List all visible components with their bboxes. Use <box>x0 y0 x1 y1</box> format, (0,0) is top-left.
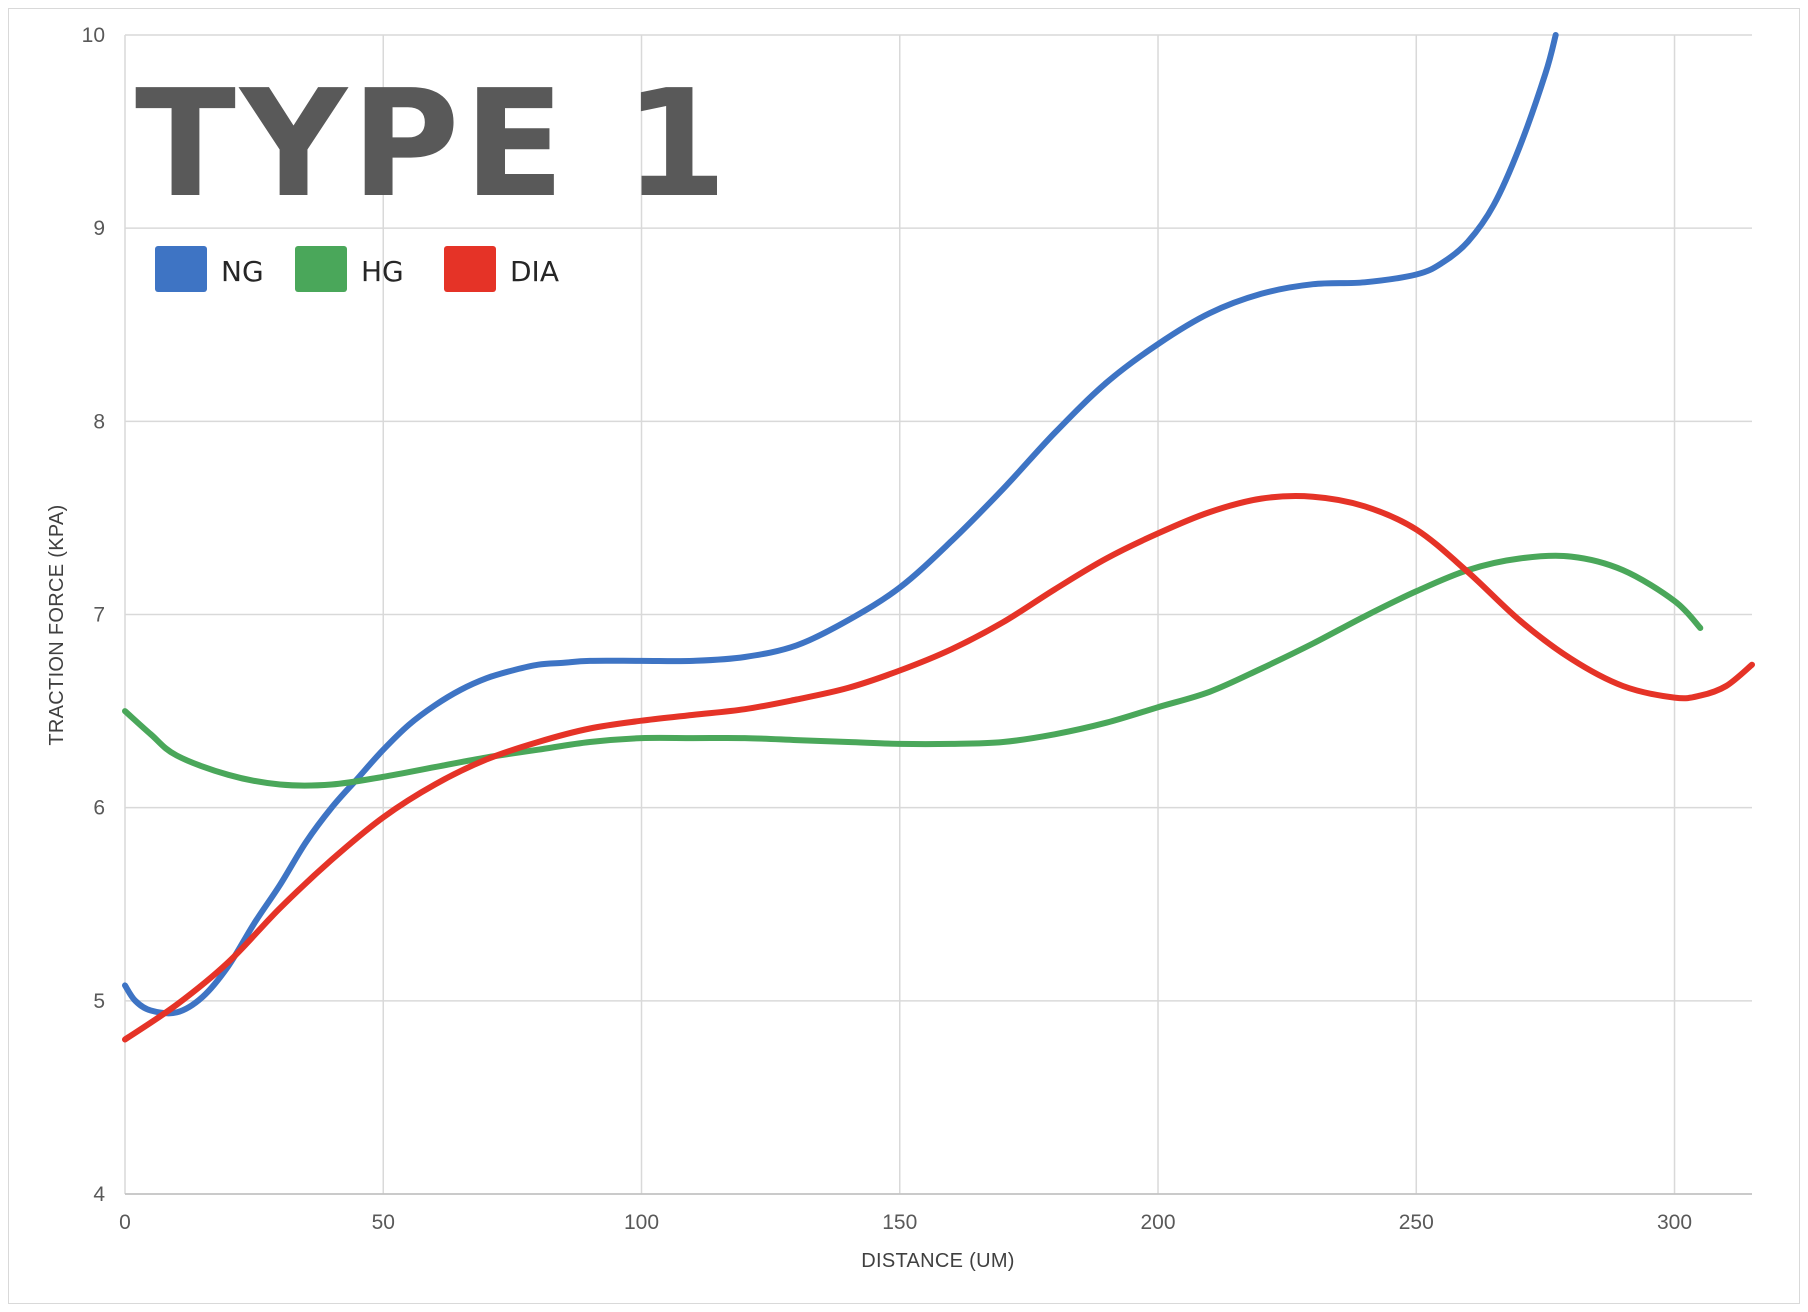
x-tick-label: 250 <box>1399 1211 1434 1234</box>
series-lines <box>122 32 1755 1043</box>
legend-label-ng: NG <box>221 255 264 288</box>
y-axis-title: TRACTION FORCE (KPA) <box>46 504 68 745</box>
y-tick-label: 5 <box>93 990 105 1013</box>
x-axis-title: DISTANCE (UM) <box>861 1250 1015 1272</box>
legend-label-dia: DIA <box>510 255 559 288</box>
x-tick-label: 50 <box>372 1211 395 1234</box>
y-tick-label: 8 <box>93 410 105 433</box>
chart-frame: 4 5 6 7 8 9 10 0 50 100 150 200 250 300 TYPE 1 NG HG DI… <box>8 8 1800 1304</box>
y-tick-label: 7 <box>93 604 105 627</box>
x-tick-label: 200 <box>1140 1211 1175 1234</box>
legend-swatch-dia <box>444 246 496 292</box>
series-line-dia <box>122 493 1755 1043</box>
y-tick-label: 9 <box>93 217 105 240</box>
series-line-ng <box>122 32 1559 1017</box>
x-tick-label: 0 <box>119 1211 131 1234</box>
x-tick-label: 100 <box>624 1211 659 1234</box>
grid-lines <box>124 34 1752 1195</box>
legend: NG HG DIA <box>155 246 559 292</box>
series-line-hg <box>122 552 1704 789</box>
legend-label-hg: HG <box>361 255 404 288</box>
x-tick-label: 300 <box>1657 1211 1692 1234</box>
legend-swatch-ng <box>155 246 207 292</box>
y-tick-label: 4 <box>93 1183 105 1206</box>
y-tick-label: 10 <box>82 24 105 47</box>
y-tick-label: 6 <box>93 797 105 820</box>
chart-title: TYPE 1 <box>135 58 731 230</box>
x-tick-label: 150 <box>882 1211 917 1234</box>
legend-swatch-hg <box>295 246 347 292</box>
